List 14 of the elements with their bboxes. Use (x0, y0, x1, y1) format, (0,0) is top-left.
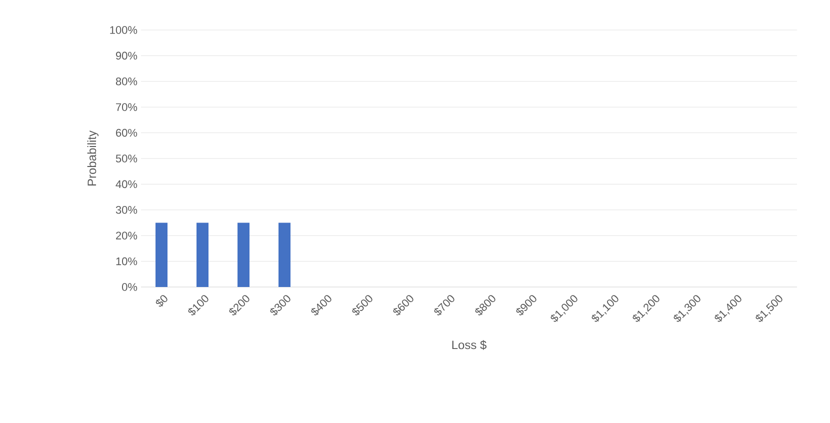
y-axis-title: Probability (87, 130, 98, 186)
y-tick-label: 0% (122, 283, 138, 291)
y-tick-label: 70% (116, 103, 138, 111)
y-tick-label: 10% (116, 257, 138, 266)
y-tick-label: 30% (116, 206, 138, 214)
y-tick-label: 40% (116, 180, 138, 188)
y-tick-label: 20% (116, 232, 138, 240)
y-tick-label: 90% (116, 52, 138, 60)
y-tick-label: 100% (110, 26, 138, 34)
y-tick-label: 60% (116, 128, 138, 137)
y-tick-label: 50% (116, 154, 138, 162)
y-tick-label: 80% (116, 77, 138, 86)
x-tick-label: $0 (156, 295, 168, 307)
x-axis-title: Loss $ (452, 340, 486, 350)
